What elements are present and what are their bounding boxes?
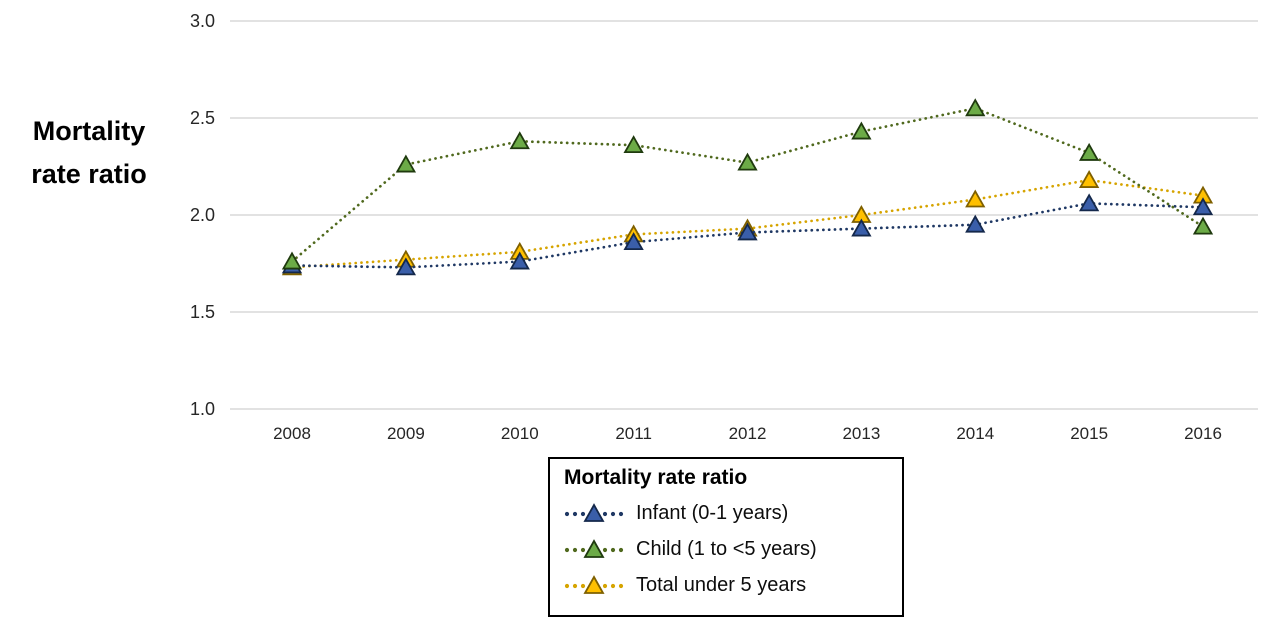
y-tick-label: 1.5 xyxy=(190,302,215,322)
y-axis-title-line2: rate ratio xyxy=(31,159,147,189)
legend-marker-child-1-to-5-years-icon xyxy=(564,539,624,558)
legend: Mortality rate ratio Infant (0-1 years) C… xyxy=(548,457,904,617)
legend-label: Child (1 to <5 years) xyxy=(636,537,817,560)
series-infant-0-1-years xyxy=(281,193,1214,276)
x-tick-label-2010: 2010 xyxy=(501,424,539,443)
marker-child-1-to-5-years-2012 xyxy=(737,152,758,171)
series-line-child-1-to-5-years xyxy=(290,106,1205,263)
marker-child-1-to-5-years-2015 xyxy=(1078,142,1100,161)
legend-marker-total-under-5-years-icon xyxy=(564,575,624,594)
marker-child-1-to-5-years-2008 xyxy=(281,251,303,270)
legend-label: Infant (0-1 years) xyxy=(636,501,789,524)
marker-child-1-to-5-years-2013 xyxy=(851,121,872,140)
y-axis-title: Mortality rate ratio xyxy=(18,110,160,196)
marker-infant-0-1-years-2015 xyxy=(1078,193,1100,212)
x-tick-label-2011: 2011 xyxy=(615,424,652,443)
marker-child-1-to-5-years-2010 xyxy=(509,131,530,150)
marker-total-under-5-years-2014 xyxy=(965,189,986,208)
x-tick-label-2014: 2014 xyxy=(956,424,994,443)
x-tick-label-2013: 2013 xyxy=(842,424,880,443)
y-axis-title-line1: Mortality xyxy=(32,116,146,146)
marker-infant-0-1-years-2014 xyxy=(965,214,986,233)
marker-child-1-to-5-years-2016 xyxy=(1192,216,1214,235)
marker-infant-0-1-years-2010 xyxy=(509,251,530,270)
marker-infant-0-1-years-2013 xyxy=(851,218,872,237)
x-tick-label-2016: 2016 xyxy=(1184,424,1222,443)
marker-child-1-to-5-years-2014 xyxy=(965,98,986,117)
series-child-1-to-5-years xyxy=(281,98,1214,270)
legend-items: Infant (0-1 years) Child (1 to <5 years) T… xyxy=(562,495,890,603)
marker-infant-0-1-years-2012 xyxy=(737,222,758,241)
marker-child-1-to-5-years-2009 xyxy=(395,154,417,173)
x-tick-label-2009: 2009 xyxy=(387,424,425,443)
legend-label: Total under 5 years xyxy=(636,573,807,596)
y-tick-label: 1.0 xyxy=(190,399,215,419)
marker-infant-0-1-years-2009 xyxy=(395,257,417,276)
x-tick-label-2015: 2015 xyxy=(1070,424,1108,443)
legend-item-total-under-5-years: Total under 5 years xyxy=(562,567,890,603)
marker-infant-0-1-years-2016 xyxy=(1192,197,1214,216)
x-tick-label-2008: 2008 xyxy=(273,424,311,443)
legend-item-infant-0-1-years: Infant (0-1 years) xyxy=(562,495,890,531)
x-tick-label-2012: 2012 xyxy=(729,424,767,443)
y-tick-label: 2.0 xyxy=(190,205,215,225)
legend-title: Mortality rate ratio xyxy=(564,466,748,489)
y-tick-label: 2.5 xyxy=(190,108,215,128)
marker-child-1-to-5-years-2011 xyxy=(623,135,644,154)
marker-total-under-5-years-2015 xyxy=(1078,170,1100,188)
legend-marker-infant-0-1-years-icon xyxy=(564,503,624,522)
y-tick-label: 3.0 xyxy=(190,11,215,31)
marker-infant-0-1-years-2011 xyxy=(623,232,644,251)
legend-item-child-1-to-5-years: Child (1 to <5 years) xyxy=(562,531,890,567)
